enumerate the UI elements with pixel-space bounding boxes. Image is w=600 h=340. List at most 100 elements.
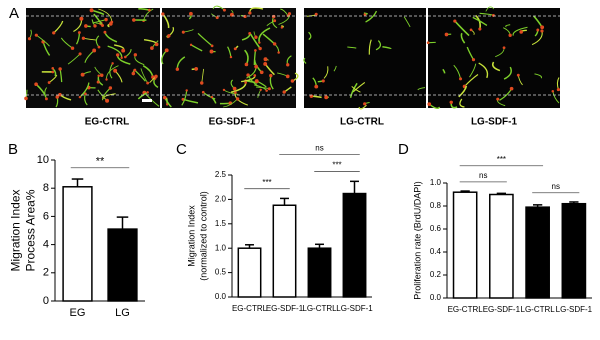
y-tick-label: 2.0: [215, 195, 227, 204]
cell-process: [138, 8, 150, 11]
cell-process: [417, 87, 426, 91]
nucleus: [164, 48, 169, 53]
bar: [307, 247, 332, 298]
y-tick-label: 10: [37, 154, 49, 166]
nucleus: [70, 46, 75, 50]
nucleus: [201, 90, 205, 94]
bar: [107, 228, 138, 302]
nucleus: [453, 19, 457, 23]
nucleus: [105, 78, 108, 81]
nucleus: [444, 32, 449, 37]
nucleus: [105, 98, 110, 103]
cell-process: [485, 6, 495, 12]
cell-process: [79, 82, 90, 98]
nucleus: [234, 91, 237, 94]
nucleus: [79, 16, 84, 21]
cell-process: [53, 20, 64, 34]
y-tick-label: 0: [43, 295, 49, 307]
nucleus: [104, 17, 108, 22]
nucleus: [259, 88, 262, 91]
significance-label: **: [96, 156, 105, 168]
nucleus: [248, 32, 252, 35]
nucleus: [84, 92, 87, 96]
y-tick-label: 0.5: [215, 268, 227, 277]
nucleus: [97, 74, 100, 77]
nucleus: [222, 88, 226, 92]
nucleus: [280, 26, 284, 29]
nucleus: [269, 73, 273, 78]
nucleus: [146, 91, 149, 94]
bar: [489, 193, 514, 299]
x-tick-label: EG-CTRL: [448, 305, 484, 314]
x-tick-label: EG-SDF-1: [483, 305, 521, 314]
nucleus: [314, 84, 319, 89]
y-tick-label: 1.0: [430, 178, 442, 187]
nucleus: [163, 95, 167, 100]
cell-process: [454, 20, 470, 37]
nucleus: [80, 72, 85, 77]
y-tick-label: 8: [43, 182, 49, 194]
nucleus: [263, 57, 268, 62]
image-caption: EG-SDF-1: [209, 117, 256, 128]
nucleus: [111, 62, 114, 65]
nucleus: [263, 62, 268, 66]
cell-process: [358, 104, 367, 110]
nucleus: [253, 74, 257, 77]
nucleus: [58, 92, 62, 97]
cell-process: [181, 90, 188, 106]
y-tick-label: 0.0: [215, 292, 227, 301]
cell-process: [162, 13, 170, 29]
nucleus: [509, 86, 514, 91]
nucleus: [469, 28, 473, 32]
nucleus: [47, 81, 51, 84]
nucleus: [516, 73, 520, 77]
nucleus: [363, 13, 367, 16]
cell-process: [403, 16, 411, 28]
nucleus: [273, 19, 277, 23]
y-tick-label: 2: [43, 267, 49, 279]
cell-process: [134, 69, 146, 82]
nucleus: [185, 89, 188, 92]
nucleus: [267, 87, 271, 91]
nucleus: [131, 71, 136, 76]
nucleus: [103, 30, 107, 34]
y-axis-label: Migration Index: [9, 189, 23, 271]
cell-process: [534, 73, 542, 79]
cell-process: [375, 40, 382, 51]
nucleus: [101, 23, 105, 28]
nucleus: [244, 62, 249, 67]
cell-process: [459, 98, 465, 108]
nucleus: [229, 55, 233, 59]
y-tick-label: 4: [43, 239, 49, 251]
nucleus: [478, 27, 482, 31]
nucleus: [113, 68, 118, 73]
bar: [561, 202, 587, 299]
nucleus: [243, 14, 247, 19]
cell-process: [382, 46, 392, 50]
panel-label: C: [176, 141, 187, 158]
x-tick-label: EG-CTRL: [232, 304, 268, 313]
nucleus: [508, 33, 512, 37]
nucleus: [426, 41, 430, 45]
cell-process: [349, 82, 358, 98]
bar: [525, 206, 550, 299]
nucleus: [175, 67, 180, 71]
bar: [272, 204, 297, 298]
panel-label: A: [9, 5, 19, 22]
nucleus: [556, 87, 561, 92]
significance-label: ns: [315, 144, 323, 153]
y-tick-label: 1.5: [215, 219, 227, 228]
nucleus: [167, 34, 171, 38]
nucleus: [246, 73, 250, 77]
nucleus: [189, 11, 193, 16]
bar: [452, 191, 478, 299]
nucleus: [194, 66, 199, 71]
panel-label: D: [398, 141, 409, 158]
nucleus: [519, 30, 523, 34]
nucleus: [215, 16, 219, 20]
nucleus: [254, 49, 257, 52]
nucleus: [363, 102, 367, 106]
nucleus: [222, 8, 226, 12]
cell-process: [137, 91, 149, 100]
